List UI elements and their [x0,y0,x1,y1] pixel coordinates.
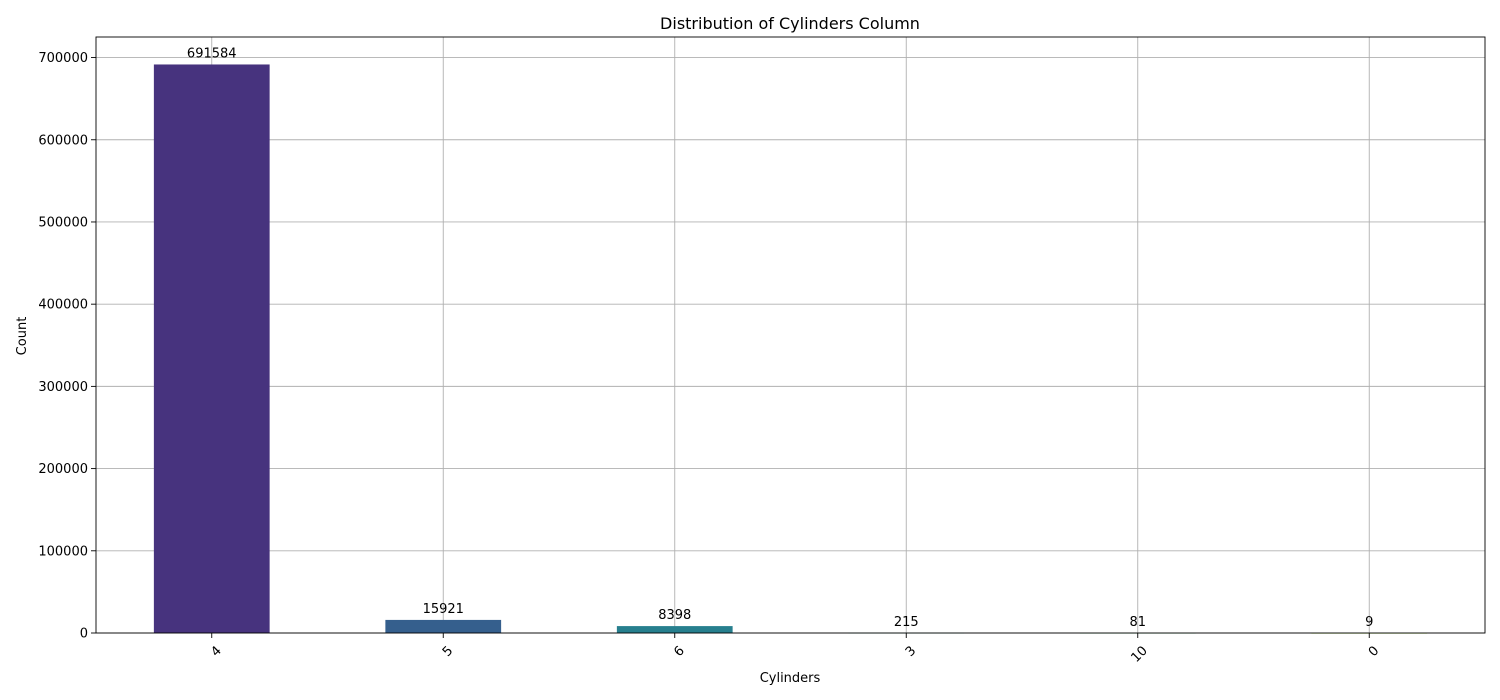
grid-layer [96,37,1485,634]
y-tick-label: 500000 [38,215,88,230]
x-tick-label: 6 [671,643,687,659]
bar-value-label: 8398 [658,608,691,623]
chart-title: Distribution of Cylinders Column [660,14,920,33]
y-tick-label: 200000 [38,462,88,477]
axes-layer [91,36,1486,638]
x-axis-label: Cylinders [760,671,821,686]
y-tick-label: 600000 [38,133,88,148]
y-tick-label: 0 [80,627,88,642]
bar-value-label: 9 [1365,615,1373,630]
bar-4 [153,64,270,633]
y-tick-label: 400000 [38,298,88,313]
bar-value-label: 691584 [187,46,237,61]
plot-frame [95,36,1486,634]
x-tick-label: 4 [208,643,224,659]
x-tick-label: 3 [903,643,919,659]
x-tick-label: 5 [440,643,456,659]
y-tick-label: 100000 [38,544,88,559]
bars-layer [153,64,1428,634]
y-tick-label: 700000 [38,51,88,66]
x-tick-label: 10 [1128,643,1150,665]
bar-value-label: 81 [1129,615,1146,630]
labels-layer: 0 100000 200000 300000 400000 500000 600000 700… [38,46,1382,665]
bar-value-label: 215 [894,615,919,630]
bar-6 [616,626,733,633]
bar-value-label: 15921 [423,602,464,617]
x-tick-label: 0 [1366,643,1382,659]
bar-5 [385,619,502,633]
y-axis-label: Count [15,317,30,356]
y-tick-label: 300000 [38,380,88,395]
